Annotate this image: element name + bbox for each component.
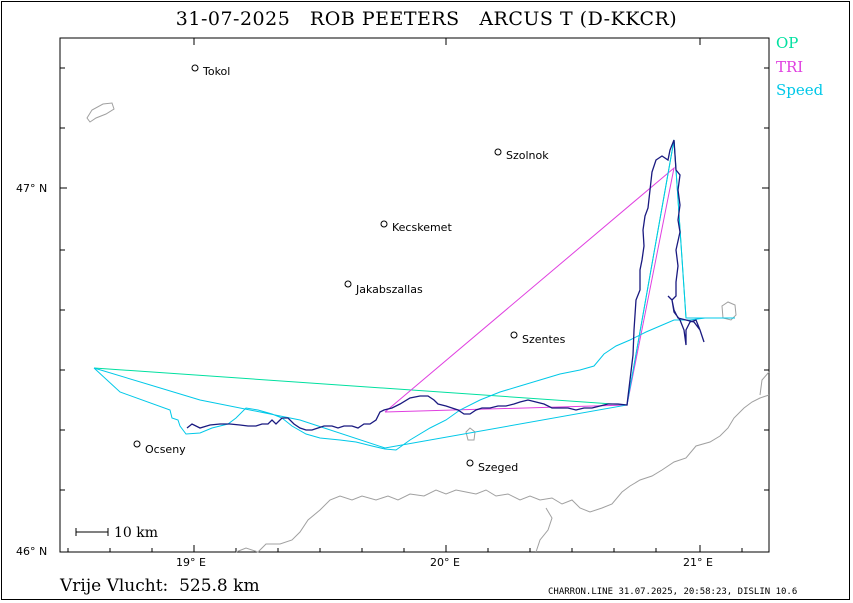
legend-speed: Speed	[776, 81, 824, 99]
place-szentes: Szentes	[522, 333, 566, 346]
y-tick-47n: 47° N	[16, 182, 47, 195]
tri-route-line	[384, 166, 675, 413]
place-jakabszallas: Jakabszallas	[355, 283, 423, 296]
x-tick-19e: 19° E	[176, 556, 206, 569]
place-szeged: Szeged	[478, 461, 518, 474]
legend-op: OP	[776, 34, 799, 52]
y-tick-46n: 46° N	[16, 545, 47, 558]
footer-info: CHARRON.LINE 31.07.2025, 20:58:23, DISLI…	[548, 587, 798, 597]
place-tokol: Tokol	[202, 65, 230, 78]
x-tick-21e: 21° E	[683, 556, 713, 569]
axis-ticks	[60, 38, 769, 552]
free-flight-distance: Vrije Vlucht: 525.8 km	[60, 576, 260, 596]
flight-title: 31-07-2025 ROB PEETERS ARCUS T (D-KKCR)	[175, 8, 678, 30]
speed-route-line	[93, 139, 735, 451]
place-ocseny: Ocseny	[145, 443, 186, 456]
op-route-line	[93, 139, 735, 406]
scale-bar	[75, 528, 109, 536]
legend-tri: TRI	[776, 58, 804, 76]
place-markers	[133, 64, 518, 467]
flight-track	[186, 139, 705, 431]
scale-bar-label: 10 km	[114, 525, 158, 541]
place-szolnok: Szolnok	[506, 149, 549, 162]
terrain-outline	[86, 102, 770, 553]
place-kecskemet: Kecskemet	[392, 221, 452, 234]
map-frame	[59, 37, 770, 553]
x-tick-20e: 20° E	[430, 556, 460, 569]
